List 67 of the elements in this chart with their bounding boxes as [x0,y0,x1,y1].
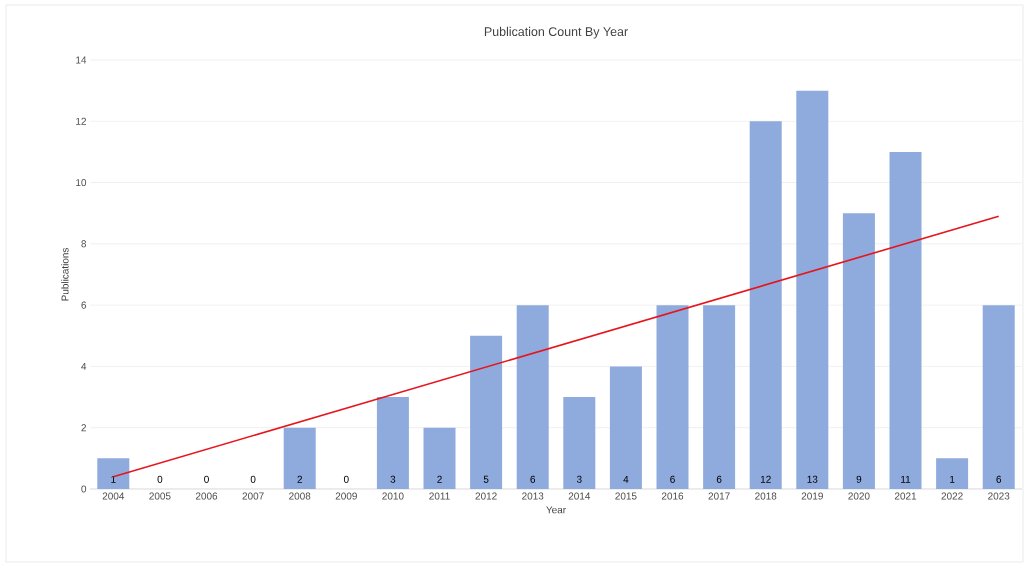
x-tick-label: 2005 [149,492,171,500]
x-tick-label: 2008 [289,492,311,500]
bar [470,335,503,489]
bar [609,366,642,489]
data-label: 1 [111,475,116,483]
x-tick-label: 2013 [522,492,544,500]
data-label: 0 [343,475,349,483]
data-label: 0 [157,475,163,483]
data-label: 6 [530,475,536,483]
y-tick-label: 8 [81,240,87,248]
x-tick-label: 2007 [242,492,264,500]
data-label: 0 [204,475,209,483]
x-tick-label: 2019 [801,492,823,500]
bar [796,90,829,489]
data-label: 9 [856,475,862,483]
data-label: 13 [807,475,818,483]
y-tick-label: 0 [81,485,87,493]
x-axis-title: Year [546,506,566,514]
data-label: 11 [901,475,911,483]
data-label: 2 [437,475,442,483]
x-tick-label: 2015 [615,492,637,500]
x-tick-label: 2018 [755,492,777,500]
bar [749,121,782,489]
x-tick-label: 2010 [382,492,404,500]
x-tick-label: 2004 [102,492,125,500]
x-tick-label: 2017 [708,492,730,500]
bar [982,305,1015,489]
y-tick-label: 14 [76,56,87,64]
data-label: 3 [390,475,396,483]
data-label: 6 [716,475,722,483]
x-tick-label: 2016 [661,492,684,500]
x-tick-label: 2020 [848,492,870,500]
bar [516,305,549,489]
x-tick-label: 2023 [988,492,1010,500]
x-tick-label: 2006 [195,492,218,500]
data-label: 12 [760,475,771,483]
x-tick-label: 2014 [568,492,591,500]
bar [936,458,969,489]
bar [97,458,130,489]
data-label: 0 [250,475,256,483]
bar [376,397,409,489]
y-tick-label: 12 [76,117,86,125]
data-label: 6 [670,475,675,483]
bar [423,427,456,489]
x-tick-label: 2012 [475,492,497,500]
data-label: 5 [483,475,489,483]
x-tick-label: 2009 [335,492,357,500]
chart-title: Publication Count By Year [484,26,628,39]
data-label: 2 [297,475,302,483]
y-axis-title: Publications [61,247,69,301]
x-tick-label: 2011 [429,492,450,500]
bar [656,305,689,489]
y-tick-label: 2 [81,424,86,432]
x-tick-label: 2021 [894,492,917,500]
y-tick-label: 10 [76,179,87,187]
y-tick-label: 6 [81,301,87,309]
data-label: 4 [623,475,629,483]
bar [889,151,922,489]
bar [703,305,736,489]
y-tick-label: 4 [81,362,87,370]
data-label: 6 [996,475,1002,483]
bar [563,397,596,489]
data-label: 1 [950,475,955,483]
data-label: 3 [576,475,582,483]
x-tick-label: 2022 [941,492,963,500]
bar [283,427,316,489]
bar [842,213,875,489]
